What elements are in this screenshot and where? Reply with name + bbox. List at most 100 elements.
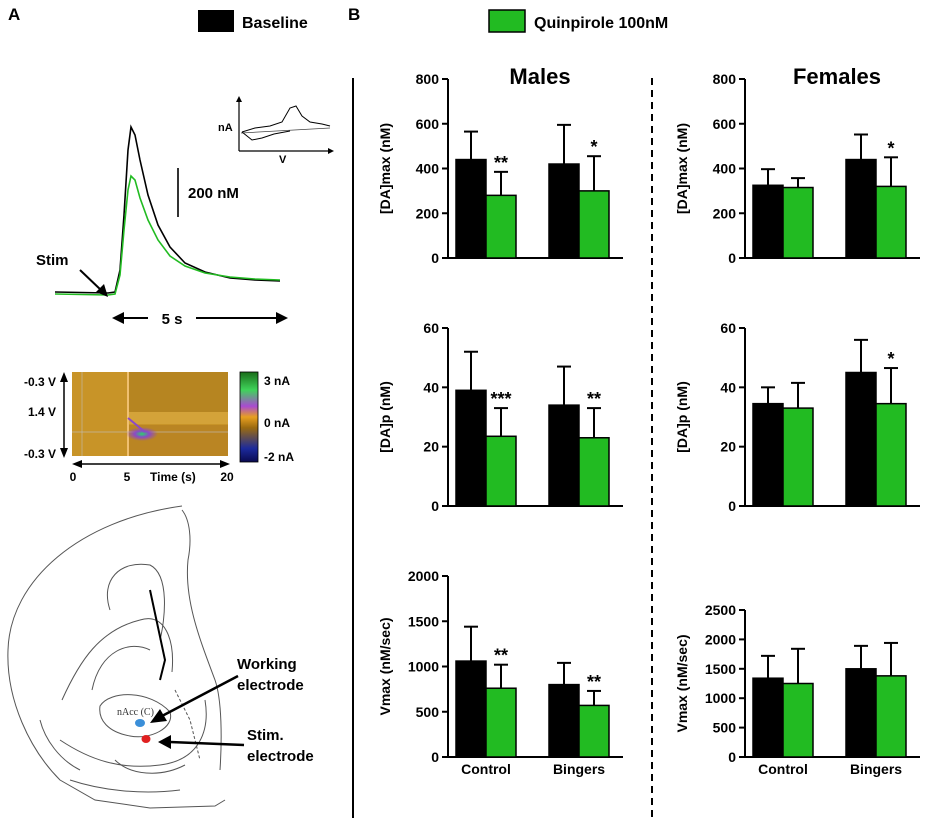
chart-2-bar-control-baseline [752, 184, 784, 259]
stim-arrow [79, 269, 103, 292]
time-label: 5 s [162, 311, 183, 328]
chart-1-bar-control-quinpirole [485, 194, 517, 259]
chart-3-bar-bingers-baseline [548, 404, 580, 507]
baseline-trace [54, 124, 281, 294]
chart-3-significance: ** [587, 389, 601, 409]
chart-6-y-tick-label: 0 [728, 749, 736, 765]
chart-2-y-tick-label: 0 [728, 250, 736, 266]
chart-1-y-tick-label: 800 [416, 71, 440, 87]
chart-1-y-tick-label: 600 [416, 116, 440, 132]
chart-2-y-tick-label: 800 [713, 71, 737, 87]
chart-6-bar-bingers-baseline [845, 668, 877, 758]
cv-inset: nA V [218, 96, 334, 166]
chart-5-category-label: Bingers [553, 761, 605, 777]
cp-x-tick-0: 0 [70, 470, 77, 484]
chart-6-y-tick-label: 1000 [705, 690, 736, 706]
chart-1-bar-bingers-quinpirole [578, 190, 610, 259]
quinpirole-trace [54, 174, 281, 296]
chart-1-bar-bingers-baseline [548, 163, 580, 259]
chart-6-category-label: Control [758, 761, 808, 777]
chart-5-y-label: Vmax (nM/sec) [377, 617, 393, 715]
working-electrode-label-2: electrode [237, 677, 304, 694]
stim-electrode-label-2: electrode [247, 748, 314, 765]
chart-4-bar-bingers-baseline [845, 371, 877, 507]
chart-2-y-tick-label: 200 [713, 205, 737, 221]
chart-4-bar-control-quinpirole [782, 407, 814, 507]
chart-5-category-label: Control [461, 761, 511, 777]
chart-3-y-tick-label: 40 [423, 379, 439, 395]
chart-4-y-tick-label: 0 [728, 498, 736, 514]
chart-5-bar-control-baseline [455, 660, 487, 758]
legend-label-baseline: Baseline [242, 15, 308, 32]
chart-4-bar-control-baseline [752, 402, 784, 507]
chart-5-y-tick-label: 2000 [408, 568, 439, 584]
chart-6-y-tick-label: 500 [713, 720, 737, 736]
working-electrode-label-1: Working [237, 656, 297, 673]
stim-electrode-label-1: Stim. [247, 727, 284, 744]
chart-3-y-tick-label: 20 [423, 439, 439, 455]
chart-6-bar-control-quinpirole [782, 682, 814, 758]
chart-6-category-label: Bingers [850, 761, 902, 777]
chart-2-y-tick-label: 600 [713, 116, 737, 132]
cp-x-label: Time (s) [150, 470, 196, 484]
chart-5-bar-control-quinpirole [485, 687, 517, 758]
chart-1-y-tick-label: 0 [431, 250, 439, 266]
chart-5-y-tick-label: 1000 [408, 659, 439, 675]
chart-3-bar-control-quinpirole [485, 435, 517, 507]
trace-panel: nA V 200 nM Stim 5 s [36, 96, 334, 328]
inset-y-label: nA [218, 122, 233, 134]
chart-2-significance: * [887, 138, 894, 158]
brain-section [7, 505, 226, 809]
chart-6-bar-bingers-quinpirole [875, 675, 907, 758]
chart-4-y-tick-label: 40 [720, 379, 736, 395]
chart-5-y-tick-label: 0 [431, 749, 439, 765]
chart-1-y-tick-label: 400 [416, 161, 440, 177]
chart-2-bar-bingers-baseline [845, 158, 877, 259]
chart-2-title: Females [793, 64, 881, 89]
chart-6-y-tick-label: 2000 [705, 631, 736, 647]
panel-label-b: B [348, 5, 360, 24]
stim-electrode-arrow [169, 740, 245, 747]
region-label: nAcc (C) [117, 707, 154, 718]
color-plot: -0.3 V 1.4 V -0.3 V 0 5 Time (s) 20 3 nA… [24, 371, 294, 484]
chart-3-bar-control-baseline [455, 389, 487, 507]
cb-tick-top: 3 nA [264, 374, 290, 388]
chart-5-bar-bingers-baseline [548, 683, 580, 758]
chart-3-y-label: [DA]p (nM) [377, 381, 393, 453]
chart-2-bar-control-quinpirole [782, 186, 814, 259]
chart-5-y-tick-label: 1500 [408, 613, 439, 629]
chart-3-significance: *** [490, 389, 511, 409]
colorbar [239, 371, 259, 463]
dopamine-signal [126, 427, 158, 441]
cp-x-tick-20: 20 [220, 470, 234, 484]
chart-4-significance: * [887, 349, 894, 369]
chart-6-bar-control-baseline [752, 677, 784, 758]
chart-3-y-tick-label: 60 [423, 320, 439, 336]
chart-6-y-tick-label: 1500 [705, 661, 736, 677]
cp-x-tick-5: 5 [124, 470, 131, 484]
working-electrode-arrow [161, 674, 239, 718]
cp-y-mid: 1.4 V [28, 405, 56, 419]
chart-6-y-label: Vmax (nM/sec) [674, 634, 690, 732]
cb-tick-mid: 0 nA [264, 416, 290, 430]
chart-1-significance: * [590, 137, 597, 157]
legend-label-quinpirole: Quinpirole 100nM [534, 15, 668, 32]
panel-label-a: A [8, 5, 20, 24]
chart-4-y-tick-label: 60 [720, 320, 736, 336]
brain-outline [7, 505, 226, 809]
chart-5-bar-bingers-quinpirole [578, 704, 610, 758]
chart-6-y-tick-label: 2500 [705, 602, 736, 618]
chart-1-bar-control-baseline [455, 158, 487, 259]
legend-swatch-quinpirole [488, 9, 526, 33]
ventricle [106, 563, 165, 641]
chart-3-y-tick-label: 0 [431, 498, 439, 514]
chart-3-bar-bingers-quinpirole [578, 437, 610, 507]
chart-1-title: Males [509, 64, 570, 89]
chart-1-y-label: [DA]max (nM) [377, 123, 393, 214]
cb-tick-bottom: -2 nA [264, 450, 294, 464]
cv-curve [241, 105, 331, 141]
chart-2-y-tick-label: 400 [713, 161, 737, 177]
chart-5-y-tick-label: 500 [416, 704, 440, 720]
inset-x-label: V [279, 154, 287, 166]
